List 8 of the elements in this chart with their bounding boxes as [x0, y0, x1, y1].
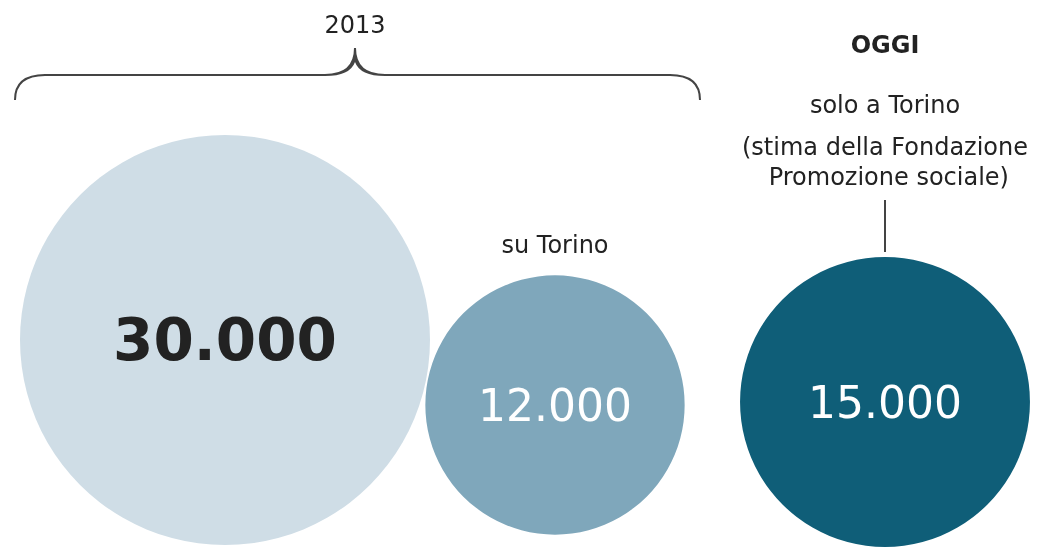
text: (stima della Fondazione Promozione sociale) [741, 133, 1029, 191]
text: 2013 [324, 11, 386, 39]
category-label: su Torino [501, 231, 609, 260]
text: OGGI [850, 31, 920, 59]
data-label: 12.000 [478, 379, 632, 431]
data-label: 30.000 [113, 306, 337, 374]
data-label: 15.000 [808, 376, 962, 428]
category-label: solo a Torino [809, 91, 961, 119]
